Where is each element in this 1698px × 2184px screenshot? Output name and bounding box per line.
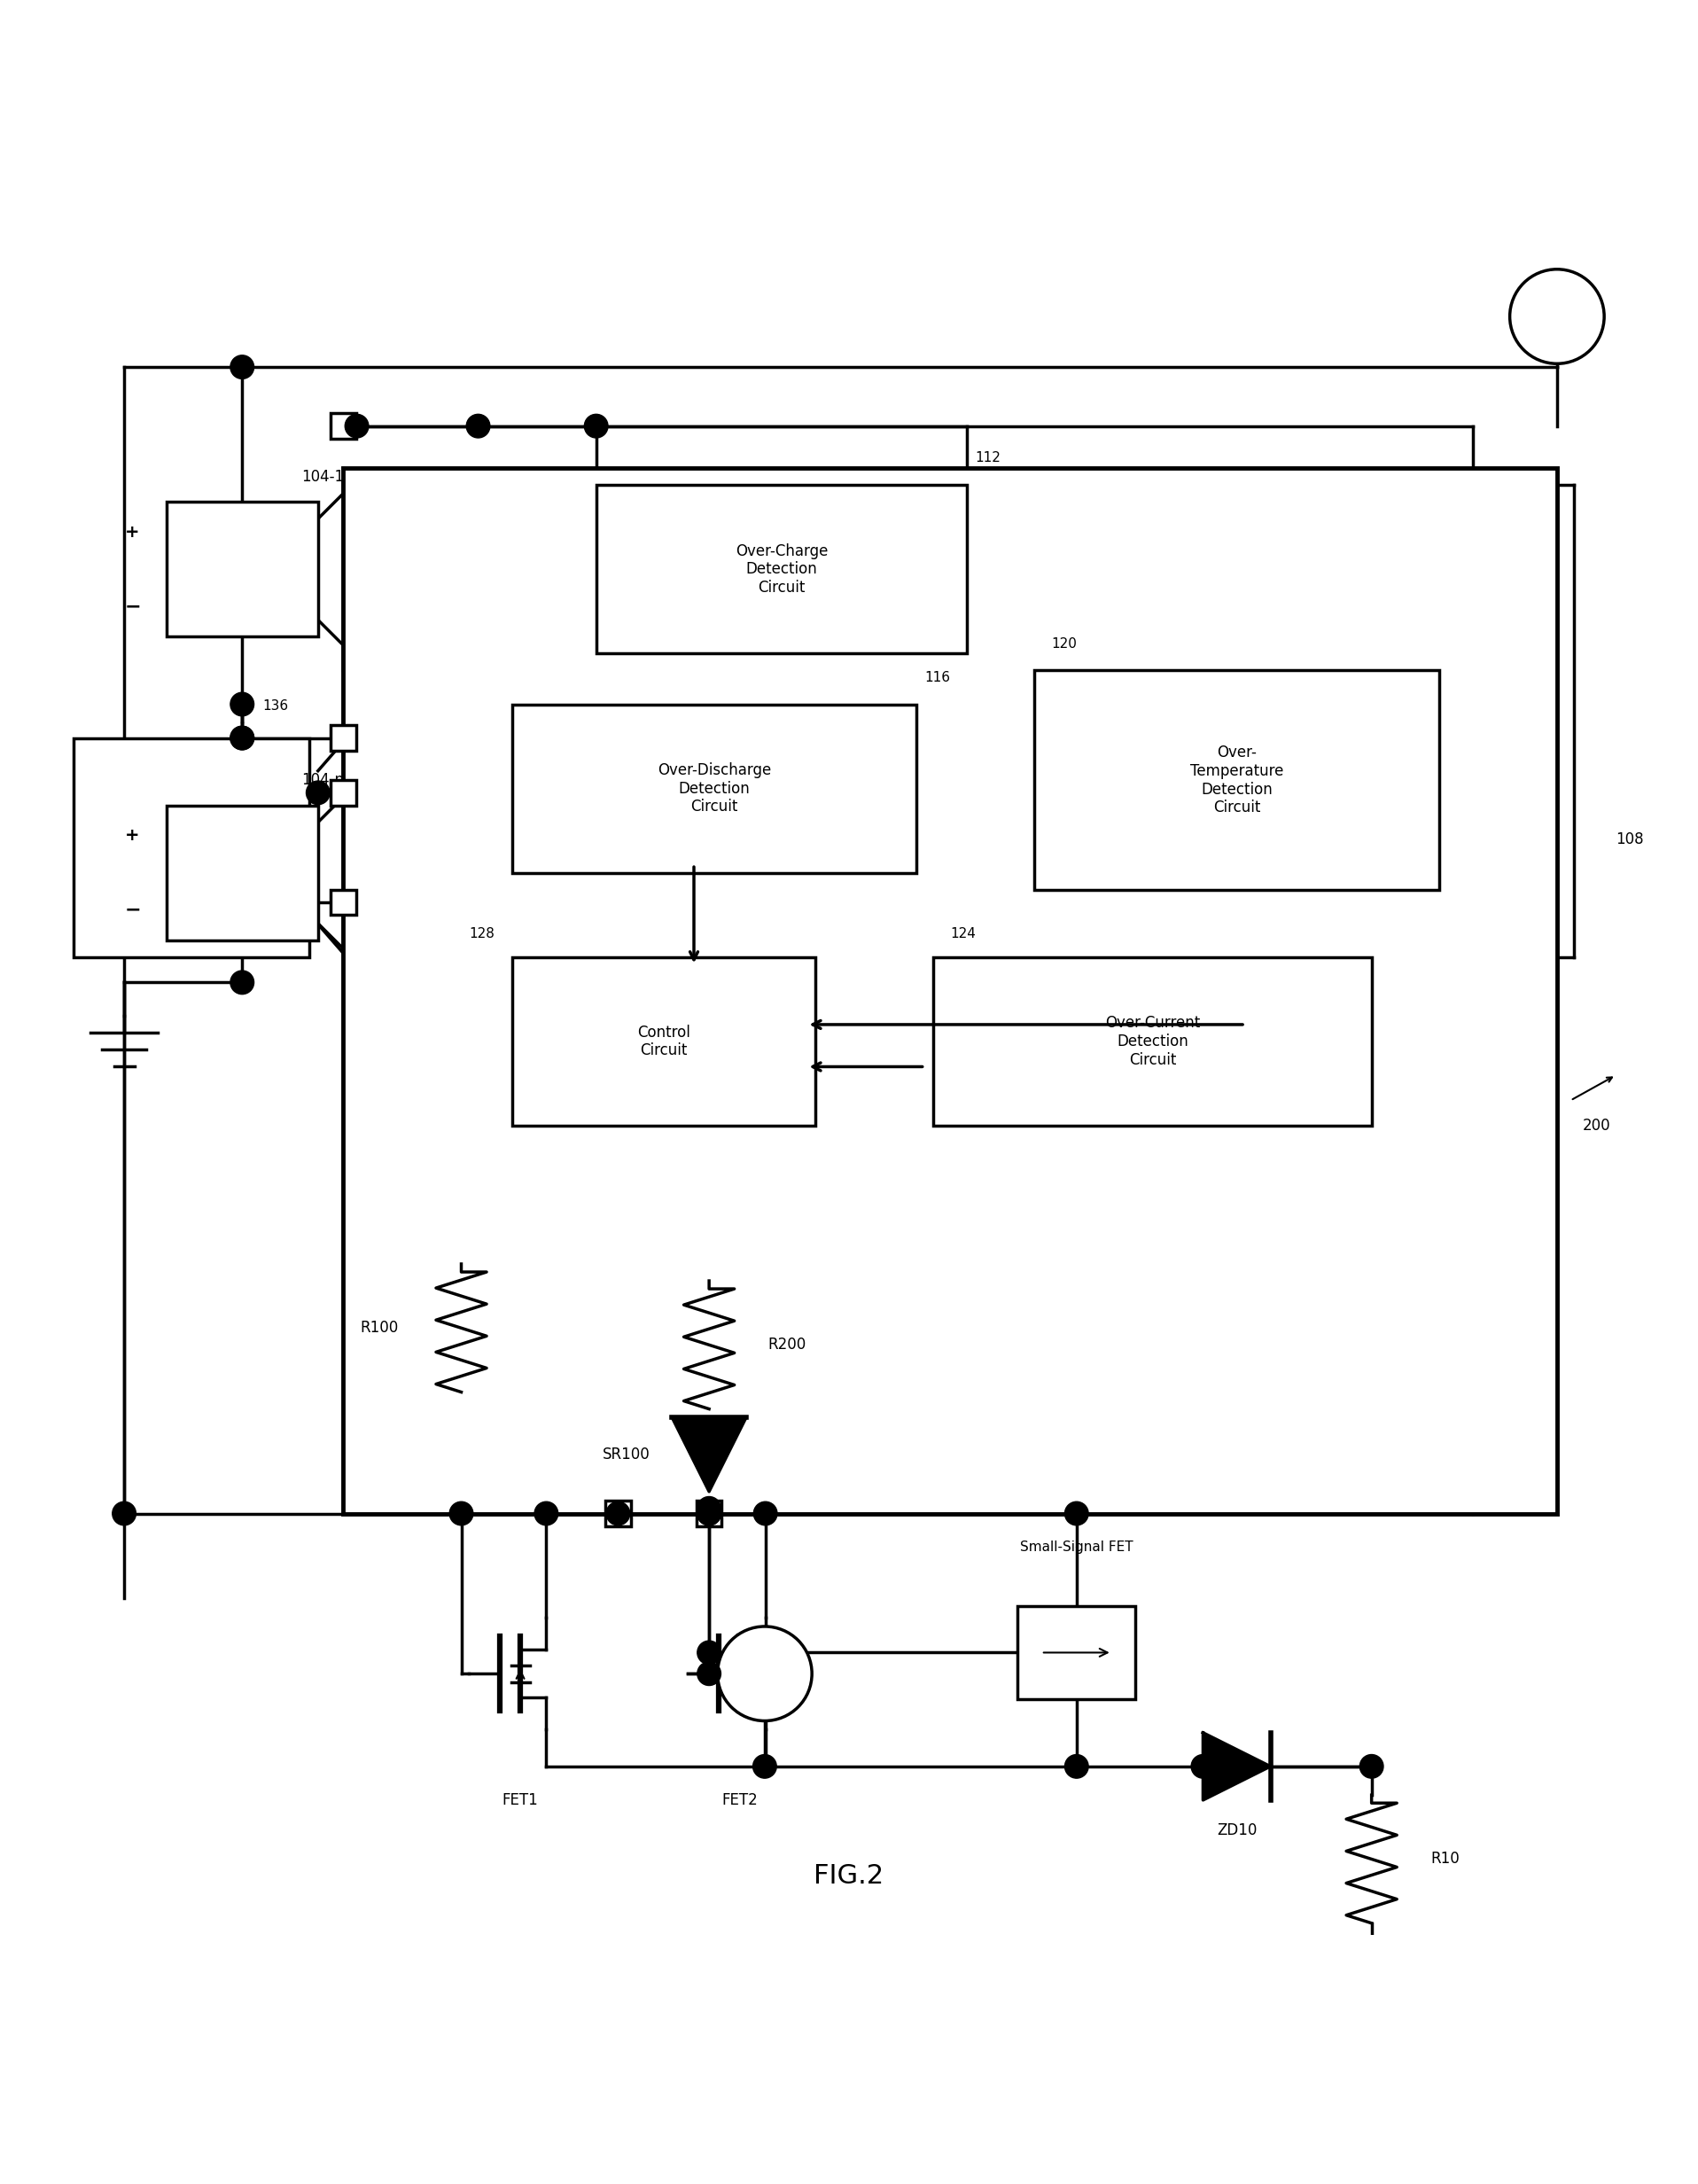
Circle shape [450, 1503, 474, 1524]
Text: R10: R10 [1430, 1852, 1460, 1867]
Bar [696, 1500, 722, 1527]
Circle shape [1192, 1754, 1214, 1778]
Circle shape [698, 1503, 722, 1524]
Bar [934, 957, 1372, 1125]
Circle shape [231, 725, 255, 749]
Text: 104-n: 104-n [301, 773, 343, 788]
Circle shape [467, 415, 491, 437]
Text: Over-
Temperature
Detection
Circuit: Over- Temperature Detection Circuit [1190, 745, 1284, 817]
Bar [511, 957, 815, 1125]
Text: 124: 124 [951, 926, 976, 941]
Text: Over-Discharge
Detection
Circuit: Over-Discharge Detection Circuit [657, 762, 771, 815]
Bar [606, 1500, 630, 1527]
Circle shape [718, 1627, 812, 1721]
Circle shape [1065, 1754, 1088, 1778]
Circle shape [345, 415, 368, 437]
Bar [166, 502, 318, 638]
Circle shape [306, 782, 329, 804]
Circle shape [698, 1496, 722, 1520]
Circle shape [231, 970, 255, 994]
Polygon shape [1202, 1732, 1270, 1800]
Bar [511, 703, 917, 874]
Text: −: − [124, 598, 141, 616]
Circle shape [1510, 269, 1605, 365]
Text: Temp
Sense
Device: Temp Sense Device [168, 826, 216, 869]
Text: FIG.2: FIG.2 [813, 1863, 885, 1889]
Text: Control
Circuit: Control Circuit [637, 1024, 689, 1059]
Text: 128: 128 [469, 926, 496, 941]
Text: 136: 136 [263, 699, 289, 712]
Text: ZD10: ZD10 [1216, 1821, 1257, 1839]
Text: 200: 200 [1583, 1118, 1610, 1133]
Circle shape [584, 415, 608, 437]
Text: R200: R200 [767, 1337, 807, 1352]
Text: Over-Charge
Detection
Circuit: Over-Charge Detection Circuit [735, 544, 829, 596]
Bar [596, 485, 966, 653]
Text: 108: 108 [1616, 832, 1644, 847]
Bar [343, 467, 1557, 1514]
Bar [331, 780, 357, 806]
Circle shape [1065, 1503, 1088, 1524]
Circle shape [698, 1640, 722, 1664]
Circle shape [535, 1503, 559, 1524]
Text: 116: 116 [925, 670, 951, 684]
Circle shape [112, 1503, 136, 1524]
Text: FET1: FET1 [503, 1793, 538, 1808]
Bar [331, 889, 357, 915]
Text: 120: 120 [1051, 638, 1077, 651]
Bar [166, 806, 318, 941]
Text: −: − [124, 902, 141, 919]
Text: P+: P+ [1545, 308, 1569, 325]
Bar [331, 725, 357, 751]
Bar [331, 413, 357, 439]
Circle shape [231, 725, 255, 749]
Polygon shape [672, 1417, 745, 1492]
Bar [1017, 1605, 1136, 1699]
Circle shape [231, 692, 255, 716]
Text: +: + [126, 828, 139, 845]
Text: FET2: FET2 [722, 1793, 757, 1808]
Circle shape [698, 1662, 722, 1686]
Text: SR100: SR100 [603, 1446, 650, 1463]
Circle shape [752, 1754, 776, 1778]
Bar [1034, 670, 1438, 889]
Text: P-: P- [756, 1666, 774, 1682]
Bar [73, 738, 309, 957]
Text: +: + [126, 524, 139, 542]
Text: R100: R100 [360, 1319, 399, 1337]
Text: 104-1: 104-1 [301, 470, 343, 485]
Circle shape [698, 1503, 722, 1524]
Circle shape [754, 1503, 778, 1524]
Text: Over-Current
Detection
Circuit: Over-Current Detection Circuit [1105, 1016, 1200, 1068]
Text: Small-Signal FET: Small-Signal FET [1020, 1540, 1133, 1553]
Circle shape [606, 1503, 630, 1524]
Text: 112: 112 [975, 452, 1002, 465]
Circle shape [231, 356, 255, 378]
Circle shape [1360, 1754, 1384, 1778]
